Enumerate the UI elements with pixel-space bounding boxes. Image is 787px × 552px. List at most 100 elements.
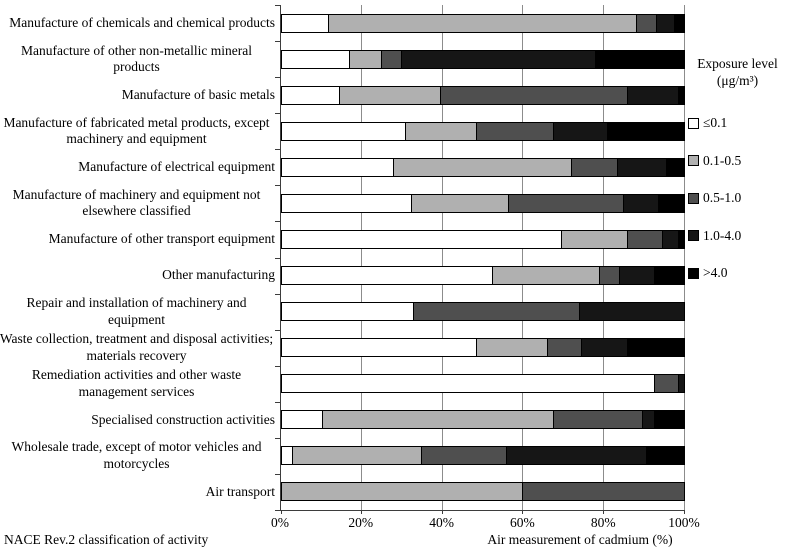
category-label: Manufacture of basic metals bbox=[0, 77, 275, 113]
bar-segment bbox=[281, 446, 294, 466]
bar-segment bbox=[281, 338, 477, 358]
bar-segment bbox=[678, 85, 685, 105]
y-axis-tick bbox=[275, 329, 280, 331]
category-label-text: Manufacture of other non-metallic minera… bbox=[21, 42, 252, 75]
bar-segment bbox=[281, 266, 494, 286]
y-axis-tick bbox=[275, 185, 280, 187]
bar-row bbox=[281, 374, 685, 394]
x-axis-tick bbox=[684, 510, 685, 514]
legend-item: ≤0.1 bbox=[688, 115, 787, 131]
bar-row bbox=[281, 157, 685, 177]
category-label: Air transport bbox=[0, 474, 275, 510]
bar-segment bbox=[281, 49, 350, 69]
bar-segment bbox=[553, 121, 609, 141]
bar-segment bbox=[674, 13, 685, 33]
y-axis-tick bbox=[275, 149, 280, 151]
bar-segment bbox=[654, 266, 685, 286]
bar-segment bbox=[476, 338, 548, 358]
x-tick-label: 0% bbox=[271, 515, 289, 530]
category-label-text: Manufacture of fabricated metal products… bbox=[3, 114, 270, 147]
bar-segment bbox=[281, 13, 330, 33]
legend-item: 1.0-4.0 bbox=[688, 228, 787, 243]
bar-segment bbox=[281, 374, 655, 394]
y-axis-tick bbox=[275, 41, 280, 43]
bar-row bbox=[281, 302, 685, 322]
bar-row bbox=[281, 229, 685, 249]
bar-segment bbox=[281, 410, 324, 430]
category-label: Remediation activities and other waste m… bbox=[0, 366, 275, 402]
bar-segment bbox=[636, 13, 657, 33]
bar-segment bbox=[678, 374, 685, 394]
bar-segment bbox=[628, 229, 663, 249]
bar-segment bbox=[581, 338, 629, 358]
bar-row bbox=[281, 121, 685, 141]
category-label-text: Air transport bbox=[205, 483, 275, 499]
bar-row bbox=[281, 193, 685, 213]
bar-segment bbox=[628, 338, 685, 358]
x-tick-label: 20% bbox=[348, 515, 374, 530]
x-tick-label: 100% bbox=[668, 515, 700, 530]
legend-swatch bbox=[688, 230, 699, 242]
bar-row bbox=[281, 13, 685, 33]
bar-segment bbox=[493, 266, 601, 286]
legend: Exposure level (μg/m³) ≤0.1 0.1-0.5 0.5-1.… bbox=[688, 56, 787, 303]
bar-segment bbox=[561, 229, 629, 249]
category-label-text: Manufacture of basic metals bbox=[121, 86, 275, 102]
legend-label: 0.5-1.0 bbox=[703, 190, 742, 206]
y-axis-tick bbox=[275, 473, 280, 475]
y-axis-tick bbox=[275, 437, 280, 439]
x-axis-tick bbox=[360, 510, 362, 514]
bar-row bbox=[281, 49, 685, 69]
bar-segment bbox=[394, 157, 572, 177]
category-label: Manufacture of other transport equipment bbox=[0, 221, 275, 257]
legend-label: 1.0-4.0 bbox=[703, 227, 742, 243]
category-label-text: Repair and installation of machinery and… bbox=[26, 295, 247, 327]
bar-segment bbox=[654, 410, 685, 430]
bar-segment bbox=[620, 266, 655, 286]
legend-swatch bbox=[688, 192, 699, 204]
bar-segment bbox=[553, 410, 643, 430]
bar-row bbox=[281, 410, 685, 430]
category-label-text: Wholesale trade, except of motor vehicle… bbox=[11, 439, 262, 471]
bar-segment bbox=[381, 49, 403, 69]
bar-segment bbox=[323, 410, 554, 430]
bar-segment bbox=[414, 302, 580, 322]
y-axis-title: NACE Rev.2 classification of activity bbox=[4, 532, 209, 547]
bar-segment bbox=[596, 49, 685, 69]
category-label: Waste collection, treatment and disposal… bbox=[0, 330, 275, 366]
category-label: Repair and installation of machinery and… bbox=[0, 294, 275, 330]
bar-segment bbox=[412, 193, 510, 213]
legend-entries: ≤0.1 0.1-0.5 0.5-1.0 1.0-4.0 >4.0 bbox=[688, 115, 787, 281]
bar-segment bbox=[658, 193, 685, 213]
y-axis-tick bbox=[275, 77, 280, 79]
category-label: Manufacture of fabricated metal products… bbox=[0, 113, 275, 149]
category-label-text: Other manufacturing bbox=[162, 267, 275, 283]
category-label: Specialised construction activities bbox=[0, 402, 275, 438]
legend-item: >4.0 bbox=[688, 265, 787, 281]
y-axis-tick bbox=[275, 510, 280, 511]
y-axis-tick bbox=[275, 5, 280, 6]
x-tick-label: 40% bbox=[429, 515, 454, 530]
gridline bbox=[441, 5, 443, 510]
bar-segment bbox=[618, 157, 667, 177]
bar-segment bbox=[422, 446, 508, 466]
bar-segment bbox=[579, 302, 685, 322]
bar-segment bbox=[600, 266, 621, 286]
bar-row bbox=[281, 482, 685, 502]
gridline bbox=[522, 5, 524, 510]
gridline bbox=[603, 5, 605, 510]
gridline bbox=[360, 5, 362, 510]
bar-segment bbox=[329, 13, 637, 33]
bar-row bbox=[281, 446, 685, 466]
bar-segment bbox=[293, 446, 423, 466]
bar-segment bbox=[281, 121, 407, 141]
legend-title-line2: (μg/m³) bbox=[716, 72, 759, 88]
category-label: Wholesale trade, except of motor vehicle… bbox=[0, 438, 275, 474]
bar-segment bbox=[281, 302, 415, 322]
legend-title-line1: Exposure level bbox=[697, 56, 778, 71]
gridline bbox=[684, 5, 685, 510]
bar-segment bbox=[406, 121, 477, 141]
bar-row bbox=[281, 266, 685, 286]
bar-segment bbox=[281, 157, 395, 177]
